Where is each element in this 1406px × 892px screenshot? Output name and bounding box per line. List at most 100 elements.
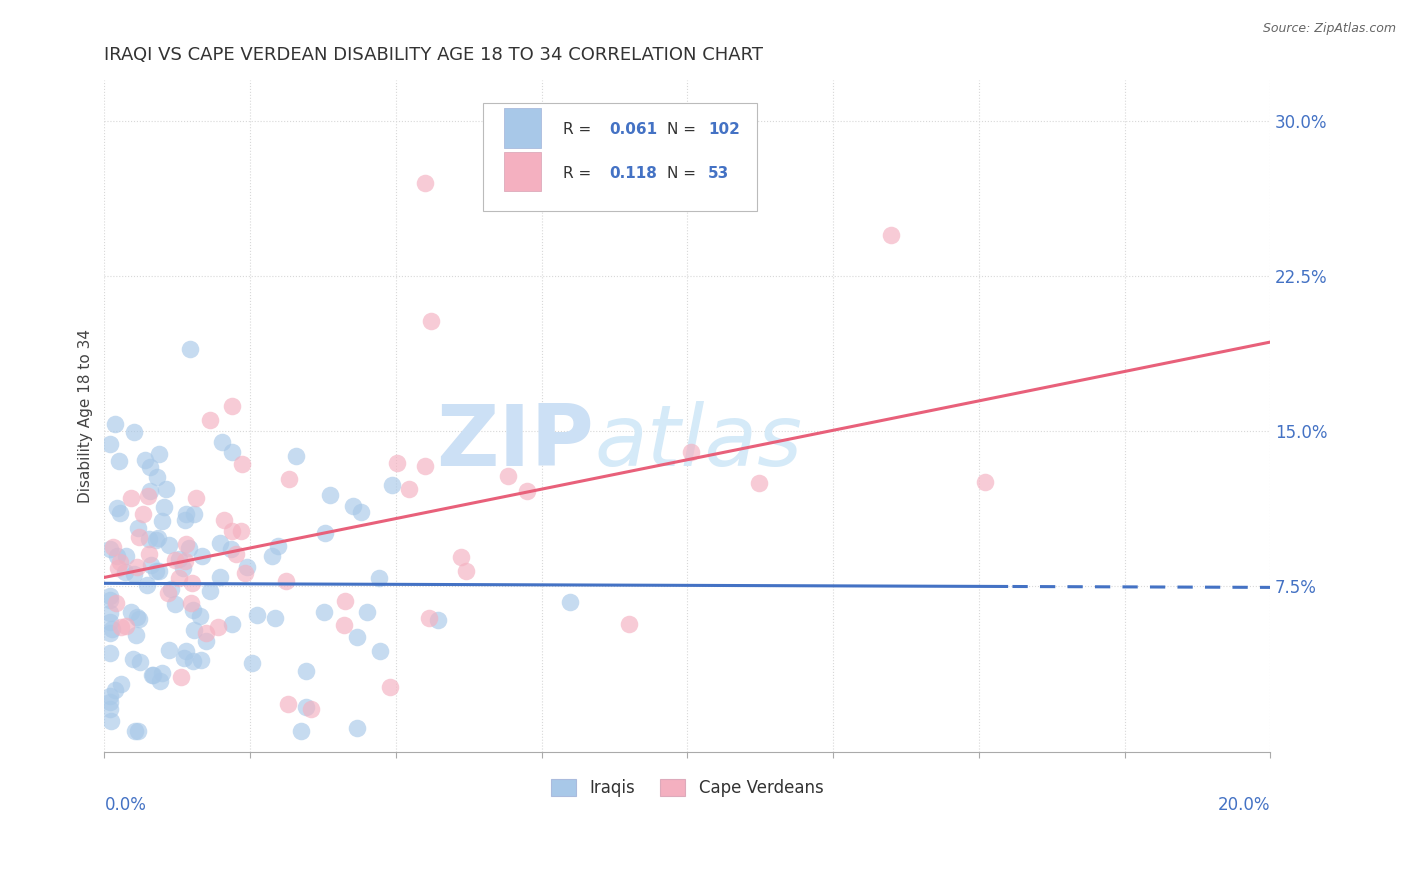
Text: 0.061: 0.061 (609, 122, 658, 137)
Point (378, 680, 401, 694)
Point (136, 490, 159, 504)
Point (108, 555, 131, 569)
Point (427, 613, 450, 627)
Point (98, 592, 121, 607)
Point (115, 549, 138, 564)
Point (346, 630, 368, 644)
Point (748, 475, 770, 490)
Point (342, 499, 364, 513)
Point (368, 571, 391, 585)
Point (98, 542, 121, 557)
Point (141, 668, 163, 682)
Point (233, 566, 256, 580)
Point (174, 537, 197, 551)
Point (110, 677, 132, 691)
Point (420, 314, 443, 328)
Point (98, 437, 121, 451)
Point (973, 475, 995, 489)
Point (129, 655, 152, 669)
Point (207, 620, 229, 634)
Point (170, 670, 193, 684)
FancyBboxPatch shape (484, 103, 758, 211)
Point (101, 540, 124, 554)
Point (219, 541, 242, 556)
Point (208, 570, 231, 584)
Point (138, 532, 160, 546)
Point (180, 576, 202, 591)
Text: N =: N = (668, 166, 702, 181)
Text: R =: R = (562, 122, 596, 137)
Point (346, 721, 368, 735)
Point (167, 552, 190, 566)
Point (142, 667, 165, 681)
Point (105, 549, 128, 563)
Point (98, 607, 121, 621)
Point (263, 611, 285, 625)
Point (295, 700, 318, 714)
Point (125, 610, 148, 624)
Point (155, 482, 177, 496)
Point (148, 447, 170, 461)
FancyBboxPatch shape (505, 109, 541, 148)
Point (200, 583, 222, 598)
Point (120, 605, 142, 619)
Point (186, 491, 208, 505)
Point (180, 596, 202, 610)
Text: 0.0%: 0.0% (104, 796, 146, 814)
Point (98, 589, 121, 603)
Point (208, 536, 231, 550)
Point (148, 564, 170, 578)
Point (398, 482, 420, 496)
Point (418, 611, 440, 625)
Point (152, 500, 174, 515)
Point (124, 724, 146, 739)
Point (619, 617, 641, 632)
Point (260, 549, 283, 564)
Point (139, 460, 162, 475)
Point (225, 547, 247, 561)
Point (880, 227, 903, 242)
Text: R =: R = (562, 166, 596, 181)
Point (173, 651, 195, 665)
Point (277, 698, 299, 712)
Point (242, 656, 264, 670)
Point (183, 508, 205, 522)
Point (181, 654, 204, 668)
Point (125, 560, 148, 574)
Point (108, 506, 131, 520)
FancyBboxPatch shape (505, 152, 541, 192)
Text: Source: ZipAtlas.com: Source: ZipAtlas.com (1263, 22, 1396, 36)
Point (174, 554, 197, 568)
Point (174, 513, 197, 527)
Point (98, 695, 121, 709)
Point (212, 513, 235, 527)
Point (177, 541, 200, 555)
Point (141, 558, 163, 572)
Point (149, 674, 172, 689)
Point (145, 564, 167, 578)
Point (190, 653, 212, 667)
Point (160, 582, 183, 596)
Point (148, 531, 170, 545)
Point (124, 628, 146, 642)
Point (231, 457, 253, 471)
Point (295, 665, 318, 679)
Point (101, 622, 124, 636)
Point (195, 626, 218, 640)
Point (221, 524, 243, 538)
Point (122, 425, 145, 439)
Point (157, 643, 180, 657)
Text: IRAQI VS CAPE VERDEAN DISABILITY AGE 18 TO 34 CORRELATION CHART: IRAQI VS CAPE VERDEAN DISABILITY AGE 18 … (104, 46, 763, 64)
Point (235, 559, 257, 574)
Y-axis label: Disability Age 18 to 34: Disability Age 18 to 34 (79, 329, 93, 503)
Point (114, 565, 136, 579)
Point (150, 515, 173, 529)
Point (146, 470, 169, 484)
Point (319, 488, 342, 502)
Point (454, 564, 477, 578)
Text: 20.0%: 20.0% (1218, 796, 1270, 814)
Point (114, 619, 136, 633)
Point (277, 472, 299, 486)
Point (127, 724, 149, 739)
Point (370, 644, 392, 658)
